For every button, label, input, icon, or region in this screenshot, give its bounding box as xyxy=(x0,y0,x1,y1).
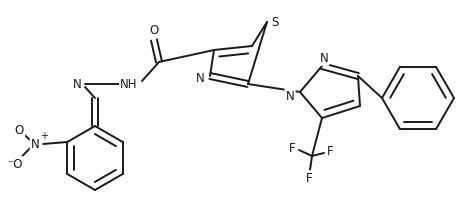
Text: O: O xyxy=(15,123,24,136)
Text: N: N xyxy=(196,71,204,84)
Text: N: N xyxy=(320,52,329,65)
Text: N: N xyxy=(73,78,81,90)
Text: N: N xyxy=(31,138,39,151)
Text: ⁻O: ⁻O xyxy=(8,157,23,170)
Text: O: O xyxy=(149,24,159,37)
Text: NH: NH xyxy=(120,78,138,90)
Text: +: + xyxy=(40,131,48,141)
Text: F: F xyxy=(289,142,295,155)
Text: F: F xyxy=(327,144,333,157)
Text: N: N xyxy=(286,90,294,103)
Text: F: F xyxy=(306,172,312,185)
Text: S: S xyxy=(271,15,279,28)
